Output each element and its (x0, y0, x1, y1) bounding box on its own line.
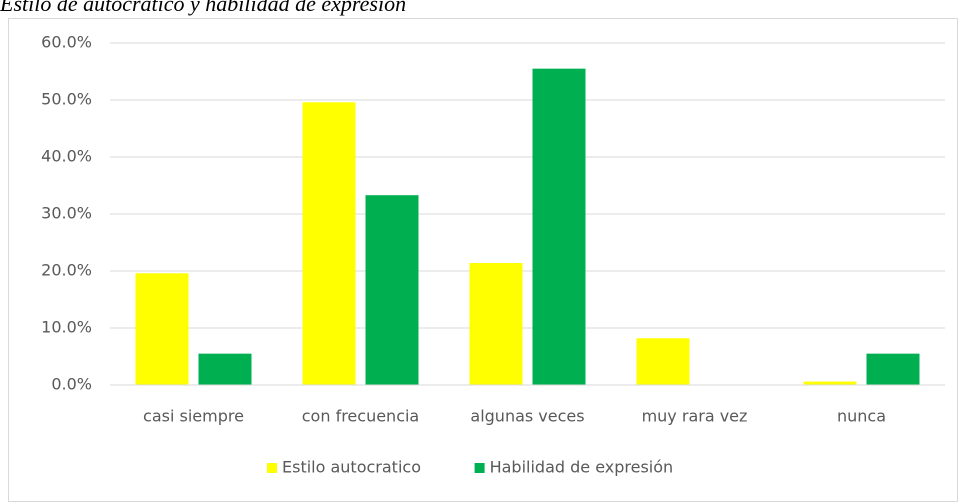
bar (803, 381, 857, 385)
bar (302, 102, 356, 385)
chart-title: Estilo de autocrático y habilidad de exp… (0, 0, 406, 16)
bar (365, 195, 419, 385)
legend-swatch (474, 463, 485, 473)
y-tick-label: 0.0% (51, 375, 92, 394)
legend-label: Habilidad de expresión (490, 458, 674, 477)
y-tick-label: 20.0% (41, 261, 92, 280)
bar (636, 338, 690, 385)
bar (198, 353, 252, 385)
x-tick-label: con frecuencia (302, 407, 419, 426)
bar (866, 353, 920, 385)
x-tick-label: muy rara vez (642, 407, 748, 426)
x-tick-label: nunca (837, 407, 886, 426)
x-tick-label: casi siempre (143, 407, 244, 426)
legend-swatch (267, 463, 277, 473)
y-tick-label: 30.0% (41, 204, 92, 223)
bar (532, 68, 586, 386)
legend-label: Estilo autocratico (282, 458, 421, 477)
x-tick-label: algunas veces (470, 407, 584, 426)
y-tick-label: 60.0% (41, 33, 92, 52)
chart-frame (8, 18, 958, 502)
y-tick-label: 40.0% (41, 147, 92, 166)
y-tick-label: 50.0% (41, 90, 92, 109)
bar (469, 263, 523, 385)
bar (135, 273, 189, 385)
y-tick-label: 10.0% (41, 318, 92, 337)
